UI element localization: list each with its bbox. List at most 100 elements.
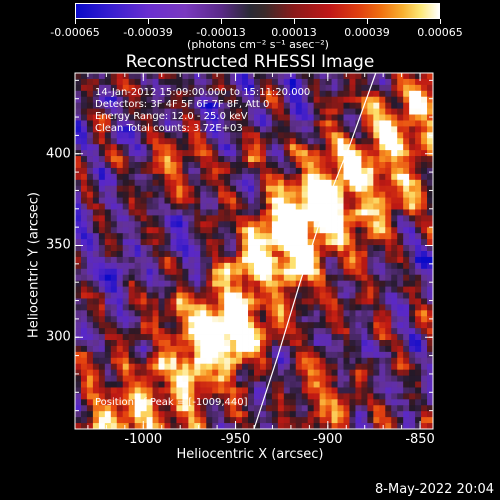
heatmap-cell bbox=[116, 215, 124, 222]
heatmap-cell bbox=[379, 334, 386, 341]
heatmap-cell bbox=[277, 268, 285, 276]
heatmap-cell bbox=[116, 393, 124, 400]
heatmap-cell bbox=[194, 227, 201, 234]
heatmap-cell bbox=[283, 73, 291, 80]
heatmap-cell bbox=[75, 114, 82, 121]
heatmap-cell bbox=[385, 185, 392, 193]
heatmap-cell bbox=[409, 102, 416, 109]
heatmap-cell bbox=[164, 185, 171, 193]
heatmap-cell bbox=[295, 108, 303, 115]
heatmap-cell bbox=[391, 90, 398, 98]
heatmap-cell bbox=[86, 393, 94, 400]
heatmap-cell bbox=[176, 167, 183, 175]
heatmap-cell bbox=[182, 173, 189, 181]
heatmap-cell bbox=[170, 345, 177, 353]
heatmap-cell bbox=[75, 221, 82, 228]
heatmap-cell bbox=[265, 411, 273, 418]
heatmap-cell bbox=[116, 144, 124, 151]
heatmap-cell bbox=[415, 209, 422, 216]
heatmap-cell bbox=[230, 120, 237, 127]
heatmap-cell bbox=[283, 357, 291, 365]
heatmap-cell bbox=[188, 351, 195, 359]
heatmap-cell bbox=[98, 233, 106, 240]
heatmap-cell bbox=[92, 144, 100, 151]
heatmap-cell bbox=[355, 221, 362, 228]
heatmap-cell bbox=[373, 108, 380, 115]
heatmap-cell bbox=[361, 340, 368, 347]
heatmap-cell bbox=[242, 90, 249, 98]
heatmap-cell bbox=[224, 292, 231, 299]
heatmap-cell bbox=[397, 423, 404, 430]
heatmap-cell bbox=[259, 156, 267, 163]
heatmap-cell bbox=[409, 316, 416, 323]
heatmap-cell bbox=[158, 375, 165, 382]
heatmap-cell bbox=[385, 280, 392, 287]
heatmap-cell bbox=[307, 197, 315, 204]
heatmap-cell bbox=[170, 114, 177, 121]
heatmap-cell bbox=[391, 138, 398, 145]
heatmap-cell bbox=[349, 239, 356, 246]
heatmap-cell bbox=[379, 345, 386, 353]
heatmap-cell bbox=[194, 73, 201, 80]
heatmap-cell bbox=[242, 251, 249, 258]
heatmap-cell bbox=[409, 239, 416, 246]
heatmap-cell bbox=[176, 126, 183, 133]
heatmap-cell bbox=[104, 215, 112, 222]
heatmap-cell bbox=[104, 393, 112, 400]
heatmap-cell bbox=[283, 162, 291, 169]
heatmap-cell bbox=[212, 191, 219, 198]
heatmap-cell bbox=[271, 268, 279, 276]
heatmap-cell bbox=[259, 274, 267, 282]
heatmap-cell bbox=[349, 191, 356, 198]
heatmap-cell bbox=[271, 417, 279, 424]
heatmap-cell bbox=[379, 73, 386, 80]
heatmap-cell bbox=[325, 144, 332, 151]
heatmap-cell bbox=[271, 357, 279, 365]
heatmap-cell bbox=[92, 340, 100, 347]
heatmap-cell bbox=[277, 345, 285, 353]
heatmap-cell bbox=[283, 363, 291, 371]
heatmap-cell bbox=[206, 304, 213, 311]
heatmap-cell bbox=[277, 167, 285, 175]
heatmap-cell bbox=[152, 203, 159, 210]
heatmap-cell bbox=[188, 96, 195, 104]
heatmap-cell bbox=[188, 310, 195, 317]
heatmap-cell bbox=[295, 298, 303, 305]
heatmap-cell bbox=[75, 78, 82, 86]
heatmap-cell bbox=[212, 381, 219, 388]
heatmap-cell bbox=[116, 298, 124, 305]
heatmap-cell bbox=[409, 78, 416, 86]
heatmap-cell bbox=[75, 239, 82, 246]
heatmap-cell bbox=[265, 78, 273, 86]
heatmap-cell bbox=[385, 369, 392, 376]
heatmap-cell bbox=[212, 393, 219, 400]
heatmap-cell bbox=[158, 179, 165, 187]
heatmap-cell bbox=[248, 215, 255, 222]
heatmap-cell bbox=[283, 345, 291, 353]
colorbar-tick-label: -0.00065 bbox=[50, 26, 100, 39]
heatmap-cell bbox=[415, 280, 422, 287]
heatmap-cell bbox=[397, 322, 404, 329]
heatmap-cell bbox=[349, 423, 356, 430]
heatmap-cell bbox=[409, 84, 416, 92]
heatmap-cell bbox=[403, 286, 410, 293]
heatmap-cell bbox=[385, 156, 392, 163]
heatmap-cell bbox=[128, 322, 136, 329]
heatmap-cell bbox=[140, 173, 147, 181]
heatmap-cell bbox=[415, 167, 422, 175]
heatmap-cell bbox=[110, 387, 118, 394]
heatmap-cell bbox=[224, 245, 231, 252]
heatmap-cell bbox=[170, 340, 177, 347]
heatmap-cell bbox=[343, 185, 350, 193]
heatmap-cell bbox=[236, 387, 243, 394]
heatmap-cell bbox=[236, 375, 243, 382]
heatmap-cell bbox=[301, 310, 309, 317]
heatmap-cell bbox=[218, 274, 225, 282]
heatmap-cell bbox=[283, 191, 291, 198]
heatmap-cell bbox=[421, 84, 428, 92]
heatmap-cell bbox=[421, 203, 428, 210]
heatmap-cell bbox=[367, 78, 374, 86]
heatmap-cell bbox=[283, 411, 291, 418]
heatmap-cell bbox=[403, 78, 410, 86]
heatmap-cell bbox=[421, 108, 428, 115]
